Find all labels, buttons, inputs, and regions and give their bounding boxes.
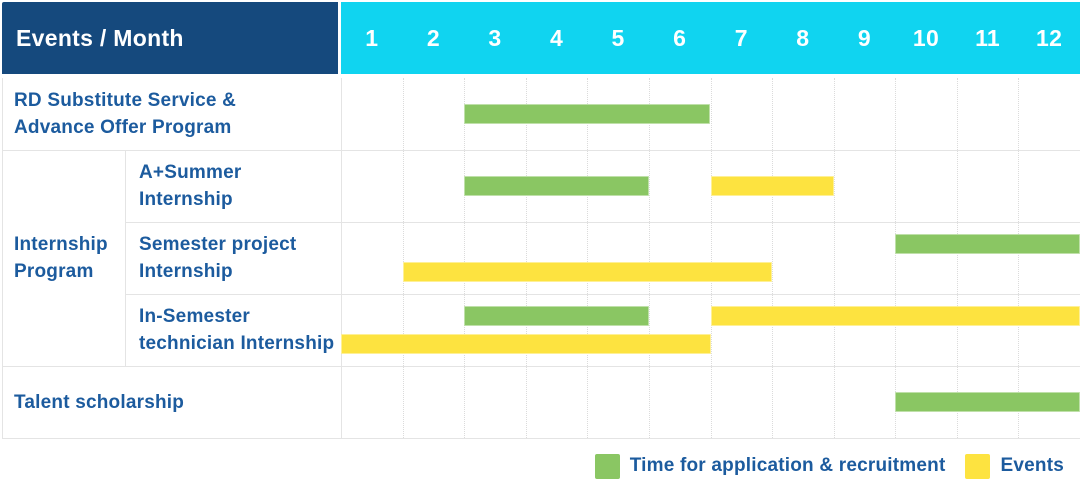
group-label-line: Internship <box>14 234 108 255</box>
green-swatch-icon <box>594 453 620 479</box>
month-gridline <box>525 78 527 438</box>
group-label-line: Program <box>14 261 94 282</box>
bar-events <box>710 176 834 196</box>
month-header-cell: 1 <box>365 24 379 51</box>
group-label-internship-program: Internship Program <box>14 150 119 366</box>
month-gridline <box>710 78 712 438</box>
yellow-swatch-icon <box>965 453 991 479</box>
table-left-border <box>2 78 3 438</box>
bar-application <box>464 176 649 196</box>
group-sublabel-divider <box>125 150 126 366</box>
row-label-line: RD Substitute Service & <box>14 90 237 111</box>
row-label-line: Semester project <box>139 234 297 255</box>
bar-application <box>895 392 1080 412</box>
bar-application <box>464 104 711 124</box>
month-gridline <box>587 78 589 438</box>
row-label-line: Internship <box>139 261 233 282</box>
gantt-body: RD Substitute Service & Advance Offer Pro… <box>0 78 1080 439</box>
month-header-cell: 4 <box>549 24 564 51</box>
month-gridline <box>833 78 835 438</box>
row-label-line: technician Internship <box>139 333 335 354</box>
month-header-cell: 8 <box>796 24 810 51</box>
month-header-cell: 12 <box>1036 24 1063 51</box>
legend-yellow-label: Events <box>1000 455 1064 476</box>
bar-application <box>895 234 1080 254</box>
row-label-rd-substitute-service: RD Substitute Service & Advance Offer Pro… <box>14 78 314 150</box>
month-header-cell: 11 <box>975 24 1001 51</box>
month-gridline <box>895 78 897 438</box>
month-header-row: 1 2 3 4 5 6 7 8 9 10 11 12 <box>341 2 1080 74</box>
month-gridline <box>464 78 466 438</box>
row-label-line: In-Semester <box>139 306 250 327</box>
header-events-month-cell: Events / Month <box>2 2 338 74</box>
month-header-cell: 3 <box>488 24 502 51</box>
row-label-line: Advance Offer Program <box>14 117 232 138</box>
month-header-cell: 10 <box>912 24 940 51</box>
legend: Time for application & recruitment Event… <box>594 452 1064 480</box>
month-header-cell: 7 <box>734 24 748 51</box>
row-label-line: A+Summer <box>139 162 242 183</box>
month-gridline <box>772 78 774 438</box>
row-label-line: Talent scholarship <box>14 391 185 413</box>
row-label-a-plus-summer-internship: A+Summer Internship <box>139 150 439 222</box>
header-title: Events / Month <box>16 24 184 51</box>
row-label-in-semester-technician-internship: In-Semester technician Internship <box>139 294 439 366</box>
month-gridline <box>1018 78 1020 438</box>
month-header-cell: 2 <box>426 24 440 51</box>
month-header-cell: 9 <box>857 24 871 51</box>
row-label-semester-project-internship: Semester project Internship <box>139 222 439 294</box>
month-header-cell: 6 <box>673 24 687 51</box>
row-border <box>2 438 1080 439</box>
bar-events <box>341 334 711 354</box>
legend-item-application: Time for application & recruitment <box>594 453 946 479</box>
row-label-line: Internship <box>139 189 233 210</box>
month-header-cell: 5 <box>611 24 625 51</box>
month-gridline <box>648 78 650 438</box>
legend-item-events: Events <box>965 453 1064 479</box>
row-label-talent-scholarship: Talent scholarship <box>14 366 314 438</box>
bar-events <box>710 306 1080 326</box>
legend-green-label: Time for application & recruitment <box>629 455 946 476</box>
bar-events <box>402 262 773 282</box>
bar-application <box>464 306 649 326</box>
month-gridline <box>956 78 958 438</box>
